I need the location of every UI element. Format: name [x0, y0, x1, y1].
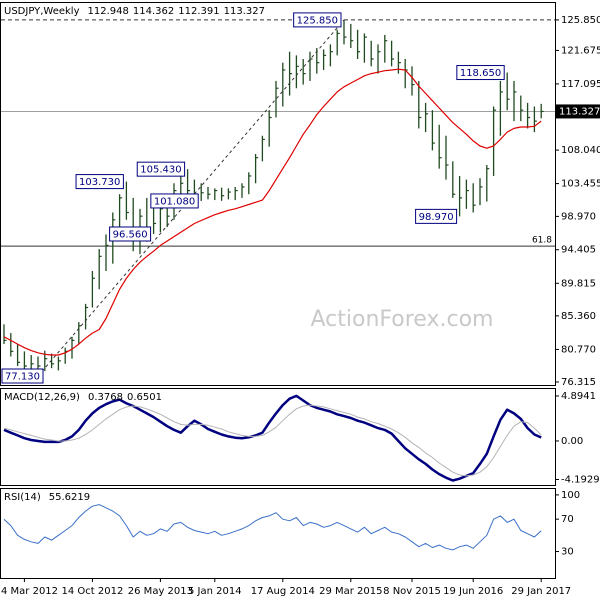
annotation-box	[293, 12, 342, 28]
panel-title: RSI(14)	[4, 492, 41, 503]
y-tick-label: 4.8941	[561, 391, 596, 402]
series-line	[3, 68, 542, 356]
annotation-label: 118.650	[460, 68, 501, 79]
y-tick-label: 85.360	[561, 311, 596, 322]
annotation-label: 96.560	[113, 229, 148, 240]
y-tick-label: 125.850	[561, 15, 600, 26]
annotation-box	[456, 65, 505, 81]
header-value: 114.362	[133, 6, 174, 17]
x-tick-label: 26 May 2013	[128, 586, 193, 597]
series-line	[3, 394, 542, 482]
annotation-box	[415, 208, 458, 224]
panel-frame	[0, 388, 556, 486]
header-value: 113.327	[224, 6, 265, 17]
annotation-label: 98.970	[419, 212, 454, 223]
x-tick-label: 29 Jan 2017	[511, 586, 571, 597]
header-value: 0.6501	[127, 392, 162, 403]
y-tick-label: 30	[561, 547, 574, 558]
price-box	[556, 104, 600, 119]
header-value: 112.948	[88, 6, 129, 17]
panel-title: USDJPY,Weekly	[4, 6, 80, 17]
series-line	[3, 504, 542, 551]
x-tick-label: 5 Jan 2014	[188, 586, 242, 597]
y-tick-label: 94.405	[561, 245, 596, 256]
price-box-label: 113.327	[559, 106, 600, 117]
y-tick-label: 108.040	[561, 145, 600, 156]
y-tick-label: 98.970	[561, 211, 596, 222]
y-tick-label: 103.455	[561, 179, 600, 190]
annotation-label: 125.850	[297, 15, 338, 26]
x-tick-label: 17 Aug 2014	[251, 586, 315, 597]
series-line	[3, 404, 542, 477]
x-tick-label: 4 Mar 2012	[1, 586, 58, 597]
annotation-box	[75, 174, 124, 190]
annotation-box	[136, 161, 186, 177]
y-tick-label: -4.1929	[561, 475, 600, 486]
y-tick-label: 80.770	[561, 344, 596, 355]
y-tick-label: 89.815	[561, 278, 596, 289]
watermark: ActionForex.com	[311, 307, 494, 332]
annotation-label: 105.430	[140, 165, 181, 176]
level-label: 61.8	[532, 236, 552, 246]
header-value: 0.3768	[88, 392, 123, 403]
panel-frame	[0, 2, 556, 386]
x-tick-label: 29 Mar 2015	[319, 586, 382, 597]
header-value: 55.6219	[49, 492, 90, 503]
x-tick-label: 8 Nov 2015	[383, 586, 441, 597]
annotation-label: 103.730	[79, 177, 120, 188]
annotation-label: 101.080	[154, 196, 195, 207]
panel-title: MACD(12,26,9)	[4, 392, 80, 403]
panel-frame	[0, 488, 556, 579]
y-tick-label: 70	[561, 514, 574, 525]
y-tick-label: 0.00	[561, 436, 583, 447]
y-tick-label: 76.315	[561, 377, 596, 388]
annotation-box	[150, 193, 199, 209]
y-tick-label: 121.675	[561, 45, 600, 56]
header-value: 112.391	[178, 6, 219, 17]
y-tick-label: 117.095	[561, 79, 600, 90]
annotation-label: 77.130	[5, 372, 40, 383]
annotation-box	[109, 226, 152, 242]
y-tick-label: 100	[561, 490, 580, 501]
x-tick-label: 19 Jun 2016	[443, 586, 503, 597]
annotation-box	[1, 368, 44, 384]
x-tick-label: 14 Oct 2012	[61, 586, 123, 597]
